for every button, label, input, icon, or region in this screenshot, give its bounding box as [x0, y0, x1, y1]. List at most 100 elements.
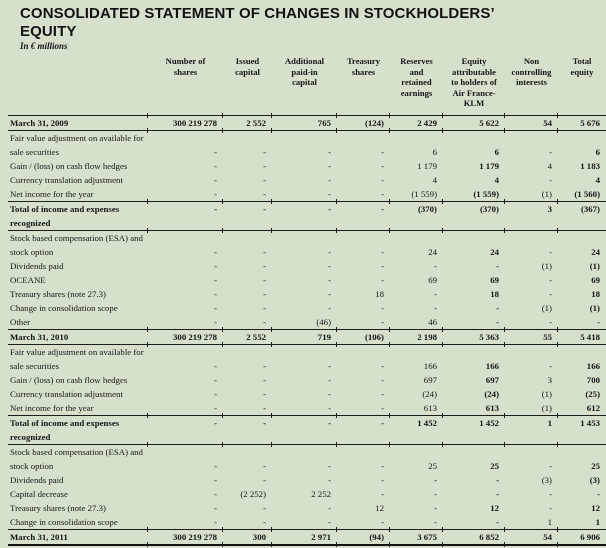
- table-cell: -: [328, 516, 331, 527]
- row-label: Currency translation adjustment: [10, 174, 123, 185]
- row-label: Dividends paid: [10, 474, 64, 485]
- table-cell: -: [549, 274, 552, 285]
- table-cell: -: [214, 516, 217, 527]
- table-cell: -: [434, 288, 437, 299]
- table-cell: (124): [336, 113, 390, 134]
- table-cell: (1): [541, 402, 552, 413]
- table-cell: 25: [490, 460, 499, 471]
- table-cell: (367): [557, 199, 606, 234]
- table-cell: (46): [316, 316, 331, 327]
- table-cell: 1 452: [389, 413, 443, 448]
- table-row: Currency translation adjustment - - - - (24) (…: [8, 387, 606, 401]
- table-row: Gain / (loss) on cash flow hedges - - - - 1 1…: [8, 159, 606, 173]
- table-cell: 1 452: [442, 413, 505, 448]
- page-title-line2: EQUITY: [20, 22, 77, 40]
- table-cell: -: [328, 502, 331, 513]
- row-label: Net income for the year: [10, 188, 94, 199]
- table-cell: -: [336, 413, 390, 448]
- column-header: Equity attributable to holders of Air Fr…: [442, 53, 505, 119]
- table-cell: -: [381, 146, 384, 157]
- table-cell: 69: [490, 274, 499, 285]
- table-cell: -: [381, 246, 384, 257]
- table-cell: 24: [428, 246, 437, 257]
- table-row: Change in consolidation scope - - - - - - (1) (1…: [8, 301, 606, 315]
- table-cell: -: [214, 360, 217, 371]
- table-cell: -: [214, 374, 217, 385]
- table-cell: -: [336, 199, 390, 234]
- table-cell: -: [496, 516, 499, 527]
- row-label: Capital decrease: [10, 488, 68, 499]
- table-cell: 1 183: [580, 160, 600, 171]
- row-label: Fair value adjustment on available for sa…: [10, 132, 144, 157]
- table-cell: (24): [484, 388, 499, 399]
- table-cell: -: [328, 302, 331, 313]
- table-cell: 4: [432, 174, 437, 185]
- table-cell: 18: [375, 288, 384, 299]
- table-cell: 1 453: [557, 413, 606, 448]
- table-row: Currency translation adjustment - - - - 4 4 - 4: [8, 173, 606, 187]
- table-cell: -: [263, 460, 266, 471]
- table-cell: 719: [271, 327, 337, 348]
- table-cell: -: [263, 188, 266, 199]
- table-cell: -: [328, 174, 331, 185]
- table-cell: -: [214, 316, 217, 327]
- table-cell: (1 559): [411, 188, 437, 199]
- table-cell: -: [214, 260, 217, 271]
- table-cell: -: [263, 274, 266, 285]
- table-cell: 24: [490, 246, 499, 257]
- financial-statement-page: CONSOLIDATED STATEMENT OF CHANGES IN STO…: [0, 5, 606, 547]
- table-cell: -: [263, 502, 266, 513]
- column-header: Number of shares: [147, 53, 223, 119]
- table-cell: -: [381, 388, 384, 399]
- row-label: Net income for the year: [10, 402, 94, 413]
- row-label: Dividends paid: [10, 260, 64, 271]
- table-cell: -: [214, 160, 217, 171]
- table-cell: 2 552: [222, 327, 272, 348]
- table-cell: 2 552: [222, 113, 272, 134]
- table-cell: 166: [485, 360, 499, 371]
- table-cell: -: [549, 488, 552, 499]
- table-cell: -: [381, 174, 384, 185]
- table-cell: -: [222, 413, 272, 448]
- table-cell: (25): [585, 388, 600, 399]
- table-body: March 31, 2009 300 219 278 2 552 765 (124) 2 …: [8, 113, 606, 547]
- table-cell: 613: [423, 402, 437, 413]
- table-row: March 31, 2009 300 219 278 2 552 765 (124) 2 …: [8, 113, 606, 134]
- table-cell: -: [328, 474, 331, 485]
- table-cell: 6: [595, 146, 600, 157]
- table-cell: (1 559): [473, 188, 499, 199]
- table-cell: 5 622: [442, 113, 505, 134]
- table-cell: -: [214, 274, 217, 285]
- row-label: Total of income and expenses recognized: [8, 200, 148, 231]
- table-cell: (2 252): [240, 488, 266, 499]
- table-cell: -: [434, 516, 437, 527]
- table-row: Other - - (46) - 46 - - -: [8, 315, 606, 330]
- table-cell: -: [434, 474, 437, 485]
- table-cell: -: [328, 260, 331, 271]
- table-cell: (370): [442, 199, 505, 234]
- table-cell: 6: [494, 146, 499, 157]
- table-cell: -: [214, 302, 217, 313]
- row-label: Other: [10, 316, 31, 327]
- table-cell: 166: [586, 360, 600, 371]
- table-cell: 4: [547, 160, 552, 171]
- table-cell: -: [381, 302, 384, 313]
- table-cell: (3): [541, 474, 552, 485]
- table-row: Net income for the year - - - - (1 559) (1 559…: [8, 187, 606, 202]
- table-cell: (1 560): [574, 188, 600, 199]
- table-cell: -: [263, 388, 266, 399]
- table-cell: -: [549, 288, 552, 299]
- table-row: March 31, 2011 300 219 278 300 2 971 (94) 3 6…: [8, 527, 606, 547]
- table-cell: -: [271, 413, 337, 448]
- table-cell: -: [496, 260, 499, 271]
- table-cell: -: [214, 488, 217, 499]
- row-label: March 31, 2009: [8, 114, 148, 131]
- table-cell: 2 252: [311, 488, 331, 499]
- table-cell: 18: [591, 288, 600, 299]
- column-header: Additional paid-in capital: [271, 53, 337, 119]
- table-cell: -: [434, 260, 437, 271]
- table-cell: -: [549, 360, 552, 371]
- table-cell: 1: [504, 413, 558, 448]
- table-cell: -: [381, 374, 384, 385]
- table-cell: -: [271, 199, 337, 234]
